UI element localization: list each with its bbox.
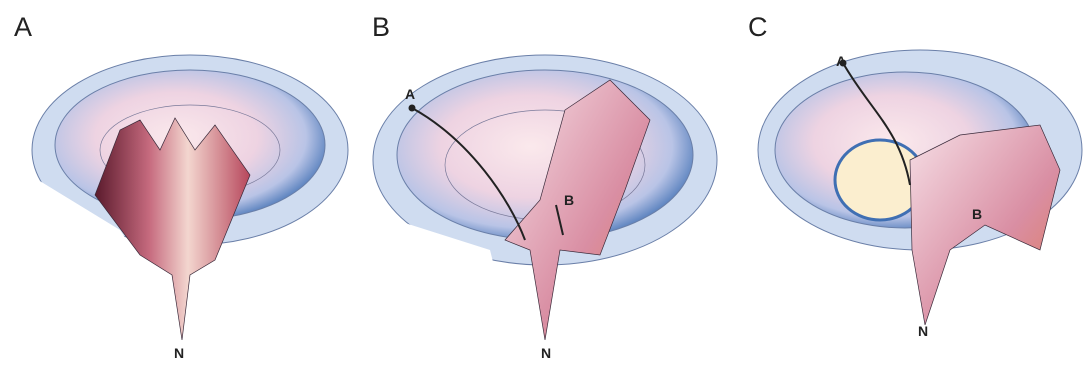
panel-a: A N xyxy=(14,12,348,361)
panel-label: B xyxy=(372,12,390,42)
marker-label: N xyxy=(918,323,928,339)
marker-label: B xyxy=(564,192,574,208)
panel-label: A xyxy=(14,12,32,42)
marker-label: A xyxy=(405,86,415,102)
panel-c: C A B N xyxy=(748,12,1089,367)
marker-label: B xyxy=(972,206,982,222)
panel-b: B A B N xyxy=(372,12,717,361)
panel-label: C xyxy=(748,12,768,42)
marker-label: N xyxy=(541,345,551,361)
marker-label: N xyxy=(174,345,184,361)
marker-label: A xyxy=(836,53,846,69)
figure: A N B A B N C A B N xyxy=(0,0,1089,367)
point xyxy=(409,105,416,112)
